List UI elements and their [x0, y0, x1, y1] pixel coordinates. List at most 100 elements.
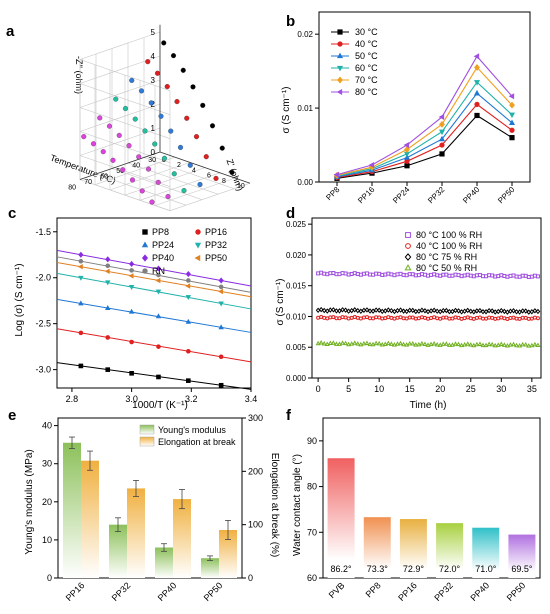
e-y2-tick-label: 200	[248, 466, 263, 476]
d-legend-marker	[404, 264, 412, 271]
d-data-point	[385, 340, 391, 346]
d-data-point	[331, 315, 336, 320]
b-data-point	[438, 113, 445, 120]
d-data-point	[471, 316, 476, 321]
d-data-point	[477, 273, 482, 278]
b-data-point	[439, 151, 445, 157]
d-data-point	[474, 273, 479, 278]
b-plot-frame	[318, 11, 531, 183]
d-data-point	[382, 341, 388, 347]
a-data-point	[219, 145, 225, 151]
d-legend-marker	[404, 253, 412, 261]
panel-letter-f: f	[286, 407, 292, 424]
d-data-point	[535, 342, 541, 347]
e-legend-label: Young's modulus	[158, 425, 226, 435]
d-data-point	[416, 273, 421, 278]
d-data-point	[429, 272, 434, 277]
d-data-point	[328, 271, 333, 276]
d-data-point	[471, 274, 476, 279]
e-bar	[155, 547, 173, 578]
c-data-point	[156, 344, 161, 349]
d-data-point	[416, 341, 422, 347]
c-data-point	[218, 288, 224, 295]
d-data-point	[336, 341, 342, 346]
d-legend-label: 80 °C 50 % RH	[416, 263, 477, 273]
d-data-point	[498, 341, 504, 347]
d-data-point	[328, 315, 333, 320]
c-legend-marker	[142, 268, 148, 274]
a-data-point	[174, 99, 180, 105]
b-legend-label: 60 °C	[355, 63, 378, 73]
d-data-point	[502, 308, 507, 315]
a-y-tick-label: 30	[148, 157, 156, 164]
d-data-point	[486, 341, 492, 347]
d-data-point	[477, 341, 483, 346]
a-data-point	[161, 40, 167, 46]
d-data-point	[346, 341, 352, 347]
b-data-point	[404, 163, 410, 169]
d-data-point	[361, 271, 366, 276]
f-bar-value-label: 73.3°	[367, 564, 389, 574]
c-data-point	[185, 318, 192, 324]
d-data-point	[364, 315, 369, 320]
a-y-tick-label: 60	[100, 174, 108, 181]
a-data-point	[158, 113, 164, 119]
d-data-point	[373, 307, 379, 313]
c-data-point	[105, 367, 111, 372]
d-data-point	[319, 314, 324, 319]
b-legend-marker	[336, 65, 344, 72]
d-data-point	[526, 274, 531, 279]
c-data-point	[105, 305, 111, 310]
d-data-point	[371, 316, 376, 321]
d-data-point	[419, 307, 425, 313]
c-legend-label: RN	[152, 266, 165, 276]
b-legend-label: 80 °C	[355, 87, 378, 97]
d-data-point	[532, 341, 538, 347]
a-data-point	[168, 128, 174, 134]
d-data-point	[422, 308, 428, 314]
d-data-point	[370, 341, 376, 347]
a-gridline	[139, 172, 221, 201]
d-data-point	[392, 273, 397, 278]
b-data-point	[438, 129, 446, 136]
a-data-point	[116, 132, 122, 138]
c-data-point	[105, 335, 111, 340]
c-data-point	[218, 301, 224, 307]
c-x-tick-label: 3.0	[125, 394, 138, 404]
d-data-point	[355, 315, 360, 320]
d-data-point	[453, 307, 458, 314]
d-y-tick-label: 0.015	[286, 282, 307, 291]
d-data-point	[334, 316, 339, 321]
d-legend-label: 80 °C 100 % RH	[416, 230, 482, 240]
d-data-point	[514, 316, 519, 321]
d-data-point	[480, 274, 485, 279]
d-data-point	[346, 272, 351, 277]
b-data-point	[509, 101, 515, 109]
d-data-point	[508, 273, 513, 278]
c-data-point	[156, 272, 161, 278]
d-data-point	[374, 315, 379, 320]
e-y-tick-label: 10	[42, 535, 52, 545]
c-data-point	[155, 277, 161, 284]
d-data-point	[511, 273, 516, 278]
f-x-tick-label: PP32	[432, 580, 455, 603]
panel-e-mechanical-bars: Young's modulus (MPa) Elongation at brea…	[24, 413, 280, 603]
c-y-tick-label: -2.0	[35, 273, 51, 283]
d-data-point	[410, 341, 416, 346]
d-data-point	[340, 307, 345, 313]
c-data-point	[186, 348, 191, 354]
d-data-point	[453, 341, 459, 346]
b-series-line	[336, 103, 513, 179]
d-data-point	[438, 273, 443, 278]
d-data-point	[398, 315, 403, 320]
f-y-tick-label: 70	[307, 527, 317, 537]
d-data-point	[325, 316, 330, 321]
d-data-point	[395, 315, 400, 320]
d-data-point	[465, 307, 471, 314]
c-fit-line	[56, 256, 252, 293]
f-bar	[436, 523, 464, 578]
d-data-point	[468, 316, 473, 321]
d-data-point	[337, 308, 342, 314]
b-x-tick-label: PP24	[391, 185, 412, 206]
e-bar	[127, 488, 145, 578]
